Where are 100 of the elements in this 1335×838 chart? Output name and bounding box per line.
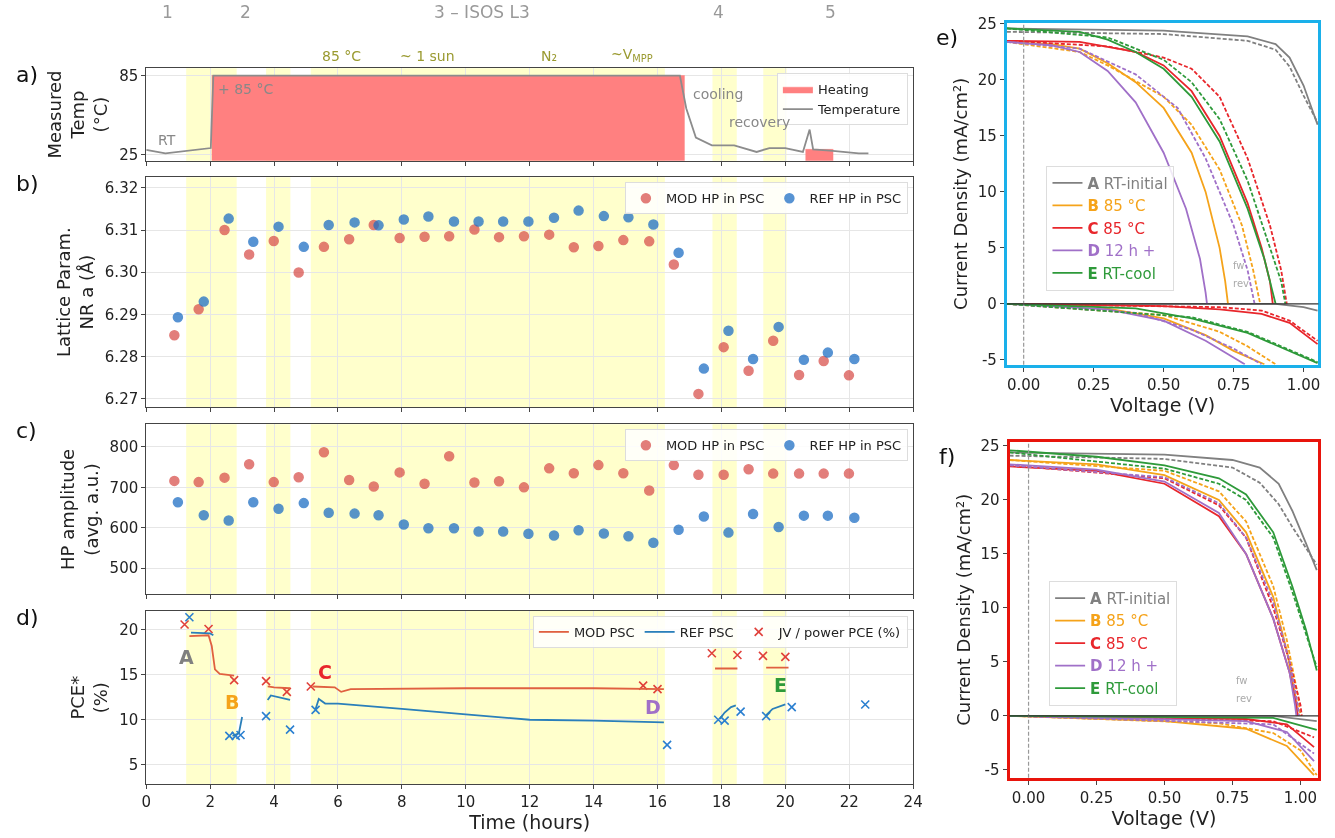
- point: [298, 497, 310, 509]
- annotation: RT: [158, 132, 176, 148]
- point: [193, 476, 204, 488]
- point: [419, 478, 430, 489]
- point: [493, 231, 505, 243]
- legend-label: REF PSC: [679, 624, 734, 640]
- point: [747, 353, 759, 365]
- legend-label: REF HP in PSC: [809, 438, 902, 454]
- point: [735, 706, 746, 717]
- x-tick-label: 0.00: [1006, 375, 1041, 394]
- legend-label: D 12 h +: [1087, 242, 1156, 261]
- point: [243, 249, 255, 260]
- legend-label: MOD PSC: [573, 624, 635, 640]
- x-tick-label: 14: [584, 793, 604, 812]
- x-tick-label: 4: [269, 793, 279, 812]
- point: [718, 469, 729, 481]
- point: [373, 220, 384, 231]
- point: [443, 450, 455, 462]
- x-tick-label: 6: [333, 793, 343, 812]
- point: [761, 711, 771, 721]
- annotation: rev: [1233, 278, 1250, 289]
- point: [349, 508, 360, 519]
- legend-label: E RT-cool: [1090, 679, 1159, 698]
- point: [261, 676, 271, 686]
- x-tick-label: 2: [205, 793, 215, 812]
- point: [223, 213, 234, 224]
- point: [593, 240, 604, 252]
- point: [773, 321, 784, 333]
- legend-label: JV / power PCE (%): [777, 624, 901, 640]
- annotation: fw: [1236, 675, 1248, 686]
- legend-label: A RT-initial: [1087, 174, 1168, 193]
- annotation: D: [645, 696, 661, 718]
- point: [849, 353, 860, 365]
- y-tick-label: -5: [981, 351, 997, 370]
- point: [248, 497, 259, 508]
- point: [843, 468, 855, 479]
- y-axis-title: PCE* (%): [66, 675, 112, 720]
- point: [268, 476, 279, 488]
- annotation: B: [225, 691, 240, 713]
- point: [860, 699, 871, 710]
- point: [849, 512, 860, 523]
- point: [668, 259, 680, 270]
- x-axis-title: Voltage (V): [1110, 393, 1216, 416]
- point: [318, 241, 330, 253]
- y-tick-label: 15: [980, 545, 1000, 564]
- x-tick-label: 18: [711, 793, 731, 812]
- point: [172, 311, 184, 323]
- y-axis-title: Current Density (mA/cm²): [949, 77, 971, 310]
- x-tick-label: 0.75: [1216, 375, 1251, 394]
- point: [323, 507, 334, 519]
- point: [203, 624, 214, 634]
- y-tick-label: 6.30: [104, 263, 139, 282]
- text: 1: [162, 2, 173, 22]
- point: [179, 619, 190, 630]
- point: [638, 680, 648, 691]
- legend-label: B 85 °C: [1090, 612, 1149, 631]
- text: 85 °C: [322, 48, 362, 64]
- point: [732, 650, 743, 660]
- x-axis-title: Voltage (V): [1111, 806, 1217, 829]
- point: [219, 472, 230, 483]
- point: [473, 526, 484, 537]
- x-tick-label: 1.00: [1283, 788, 1318, 807]
- point: [394, 467, 405, 478]
- point: [448, 522, 460, 534]
- legend-label: B 85 °C: [1087, 197, 1146, 216]
- point: [543, 463, 555, 474]
- annotation: recovery: [729, 114, 791, 130]
- point: [223, 515, 234, 526]
- y-tick-label: 15: [977, 127, 997, 146]
- point: [798, 510, 810, 521]
- x-tick-label: 10: [456, 793, 476, 812]
- legend-label: Temperature: [816, 102, 901, 118]
- point: [248, 236, 259, 248]
- y-tick-label: 0: [989, 707, 1000, 726]
- point: [793, 369, 805, 381]
- x-axis-title: Time (hours): [468, 811, 591, 834]
- x-tick-label: 8: [397, 793, 407, 812]
- point: [306, 681, 316, 692]
- point: [169, 475, 180, 487]
- point: [293, 267, 304, 278]
- point: [718, 341, 729, 353]
- y-tick-label: 20: [977, 71, 997, 90]
- annotation: fw: [1233, 260, 1245, 271]
- y-tick-label: 600: [109, 519, 139, 538]
- text: ~ 1 sun: [400, 48, 455, 64]
- legend-label: REF HP in PSC: [809, 191, 902, 207]
- point: [219, 224, 230, 236]
- x-tick-label: 20: [775, 793, 795, 812]
- point: [767, 468, 779, 479]
- legend-label: C 85 °C: [1087, 219, 1146, 238]
- point: [693, 469, 704, 481]
- x-tick-label: 12: [520, 793, 540, 812]
- point: [618, 467, 629, 479]
- annotation: C: [318, 661, 332, 683]
- point: [423, 211, 434, 222]
- point: [662, 740, 672, 750]
- y-axis-title: Measured Temp (°C): [43, 70, 112, 159]
- point: [343, 234, 355, 245]
- point: [758, 651, 768, 661]
- point: [767, 335, 779, 347]
